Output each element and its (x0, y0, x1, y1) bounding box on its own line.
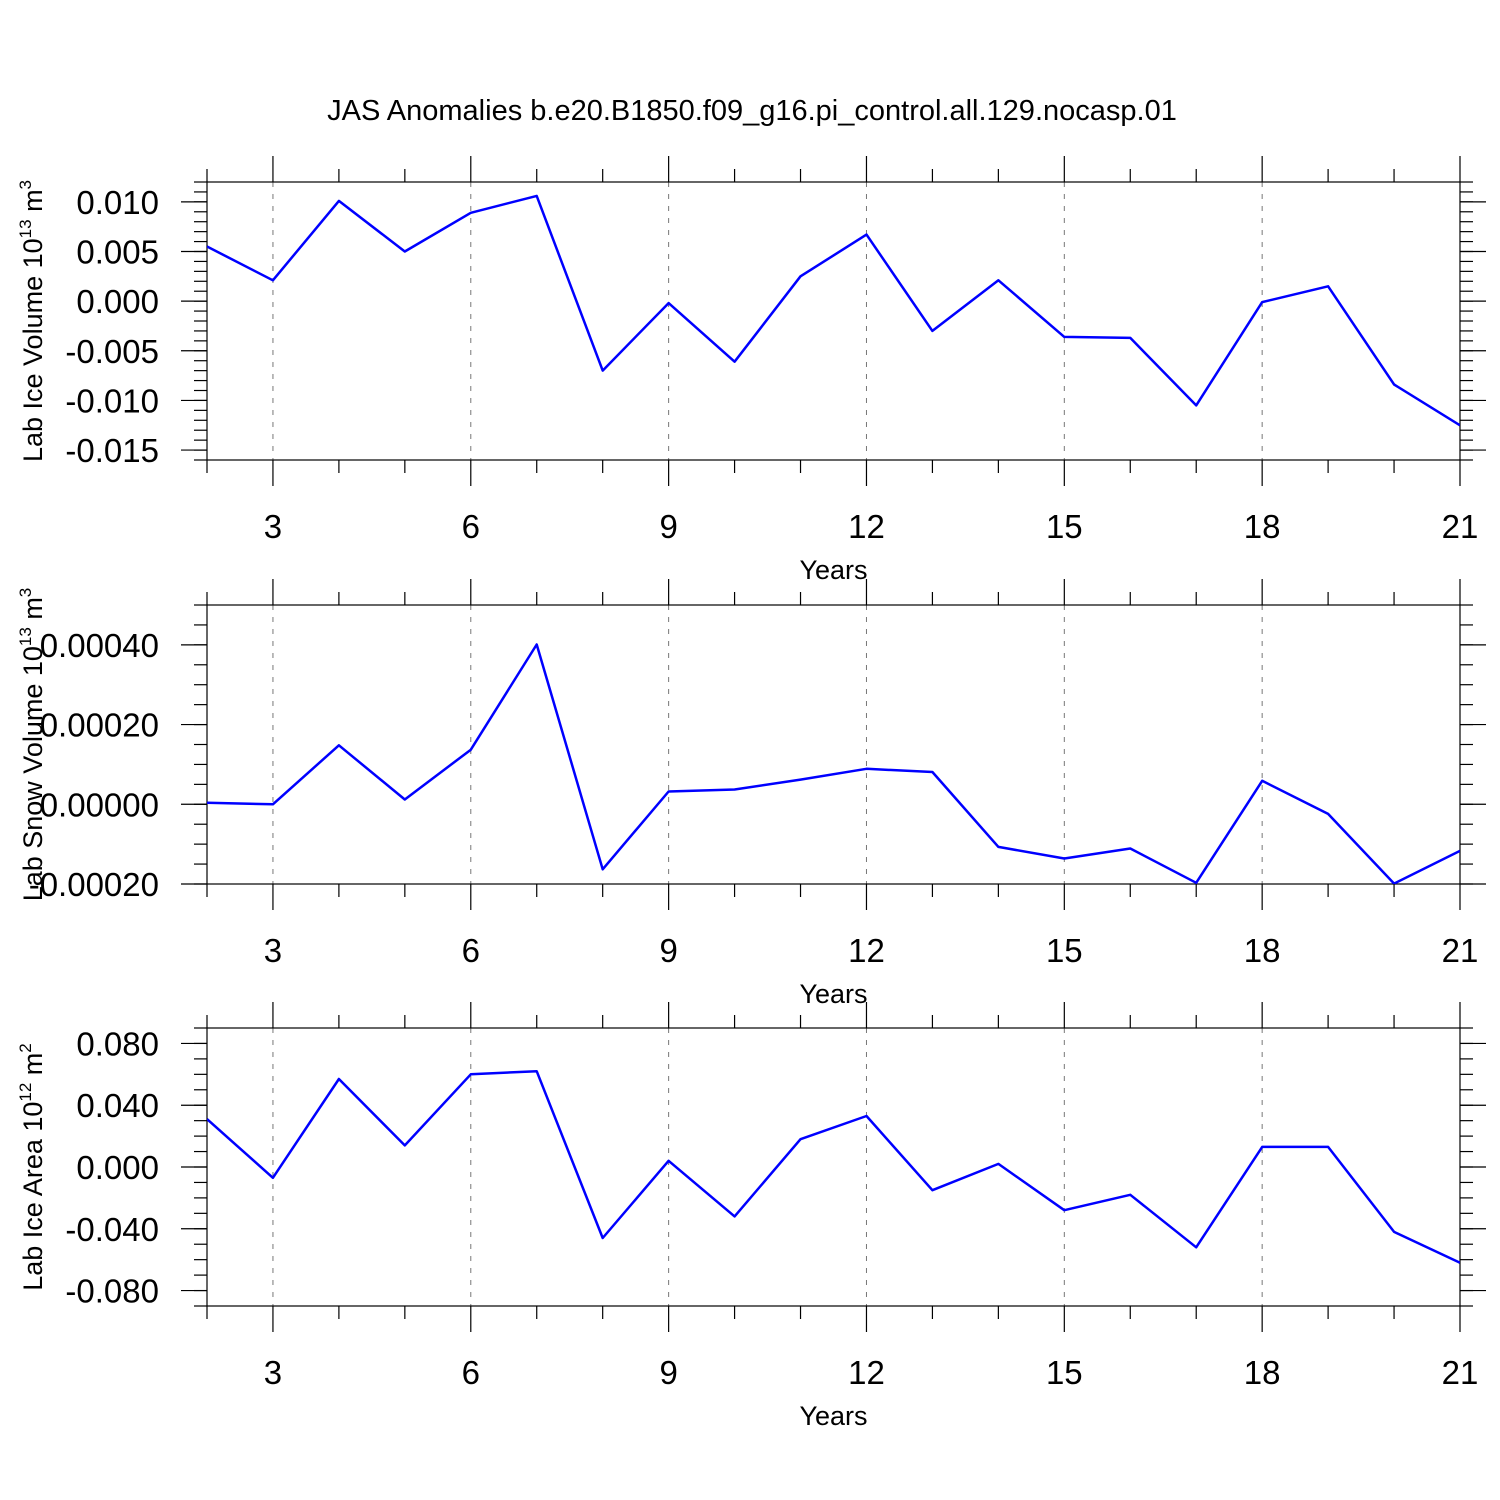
x-tick-label: 12 (848, 932, 885, 969)
x-tick-label: 12 (848, 508, 885, 545)
x-tick-label: 21 (1442, 1354, 1479, 1391)
y-tick-label: -0.00020 (29, 866, 159, 903)
chart-panel-1: 3 6 9 12 15 18 21 0.010 0.005 0.000 -0.005 -0.010 -0… (16, 156, 1486, 585)
series-line (207, 194, 1460, 427)
y-tick-label: 0.040 (76, 1087, 159, 1124)
y-tick-label: 0.00040 (40, 627, 159, 664)
y-tick-label: -0.080 (65, 1273, 159, 1310)
plot-frame (206, 604, 1461, 885)
x-tick-label: 9 (659, 932, 677, 969)
y-tick-label: 0.000 (76, 1149, 159, 1186)
x-tick-label: 18 (1244, 932, 1281, 969)
figure-title: JAS Anomalies b.e20.B1850.f09_g16.pi_con… (327, 95, 1177, 127)
chart-panel-2: 3 6 9 12 15 18 21 0.00040 0.00020 0.00000 -0.00020… (16, 579, 1486, 1009)
y-tick-label: 0.005 (76, 234, 159, 271)
y-axis-title: Lab Ice Volume 1013 m3 (16, 180, 48, 462)
y-tick-label: 0.000 (76, 283, 159, 320)
chart-panel-3: 3 6 9 12 15 18 21 0.080 0.040 0.000 -0.040 -0.080 Ye… (16, 1002, 1486, 1431)
series-line (207, 1069, 1460, 1264)
x-tick-label: 12 (848, 1354, 885, 1391)
x-tick-label: 15 (1046, 1354, 1083, 1391)
x-axis-title: Years (799, 1401, 867, 1431)
y-tick-label: 0.00020 (40, 707, 159, 744)
series-line (207, 643, 1460, 884)
y-tick-label: -0.010 (65, 382, 159, 419)
x-axis-title: Years (799, 979, 867, 1009)
y-axis-title: Lab Snow Volume 1013 m3 (16, 588, 48, 902)
y-tick-label: 0.00000 (40, 786, 159, 823)
x-tick-label: 3 (264, 932, 282, 969)
x-tick-label: 9 (659, 508, 677, 545)
x-tick-label: 6 (462, 1354, 480, 1391)
x-tick-label: 21 (1442, 932, 1479, 969)
y-tick-label: 0.080 (76, 1025, 159, 1062)
x-tick-label: 9 (659, 1354, 677, 1391)
x-tick-label: 6 (462, 932, 480, 969)
x-tick-label: 6 (462, 508, 480, 545)
y-tick-label: -0.015 (65, 432, 159, 469)
x-tick-label: 18 (1244, 508, 1281, 545)
plot-frame (206, 181, 1461, 461)
x-tick-label: 15 (1046, 932, 1083, 969)
x-tick-label: 15 (1046, 508, 1083, 545)
x-tick-label: 3 (264, 1354, 282, 1391)
y-axis-title: Lab Ice Area 1012 m2 (16, 1043, 48, 1291)
plot-frame (206, 1027, 1461, 1307)
x-tick-label: 21 (1442, 508, 1479, 545)
y-tick-label: -0.040 (65, 1211, 159, 1248)
panels: 3 6 9 12 15 18 21 0.010 0.005 0.000 -0.005 -0.010 -0… (16, 156, 1486, 1431)
x-tick-label: 3 (264, 508, 282, 545)
y-tick-label: 0.010 (76, 184, 159, 221)
y-tick-label: -0.005 (65, 333, 159, 370)
x-tick-label: 18 (1244, 1354, 1281, 1391)
x-axis-title: Years (799, 555, 867, 585)
